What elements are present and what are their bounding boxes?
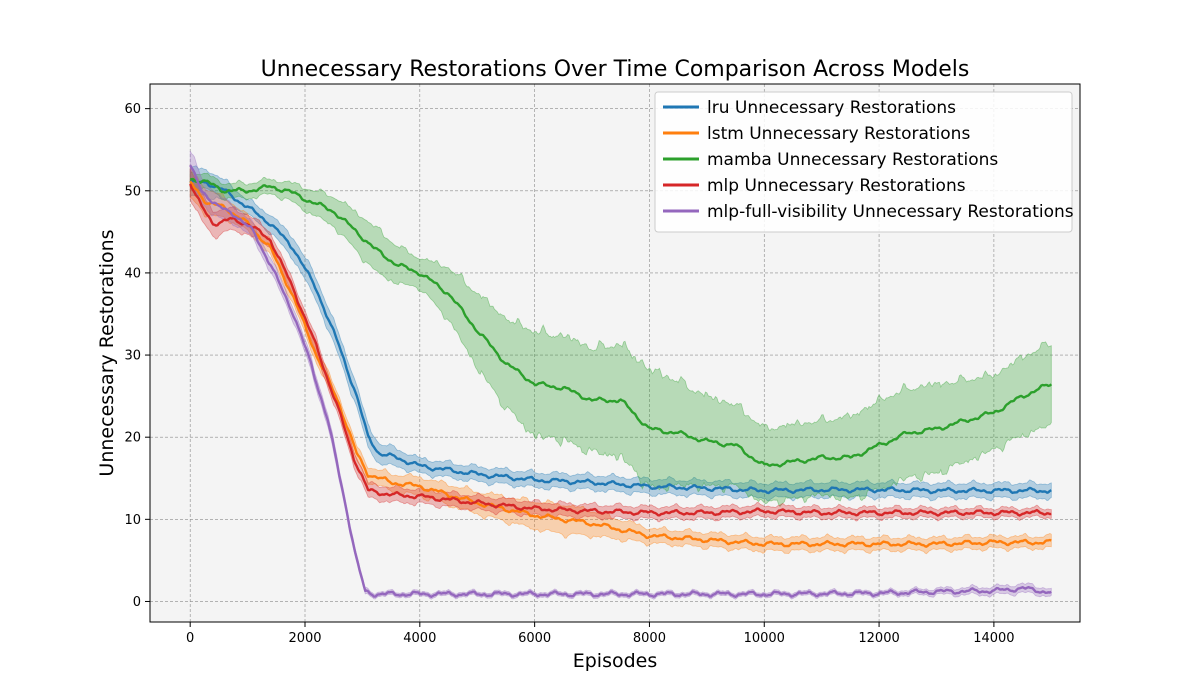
chart-title: Unnecessary Restorations Over Time Compa… (261, 57, 970, 82)
legend-box (654, 91, 1073, 233)
series-band (189, 171, 1052, 508)
y-tick-label: 40 (124, 266, 141, 281)
x-tick-label: 14000 (973, 631, 1014, 646)
y-axis-label: Unnecessary Restorations (96, 229, 118, 476)
legend-label: mlp-full-visibility Unnecessary Restorat… (707, 202, 1074, 222)
series-band (189, 150, 1052, 600)
series-lines (189, 164, 1053, 598)
x-tick-label: 12000 (858, 631, 899, 646)
x-axis-label: Episodes (573, 650, 658, 672)
x-axis-ticks: 0 2000 4000 6000 8000 10000 12000 14000 (186, 622, 1015, 646)
plot-frame (149, 83, 1081, 623)
legend: lru Unnecessary Restorations lstm Unneces… (654, 91, 1074, 233)
x-tick-label: 10000 (744, 631, 785, 646)
legend-label: mlp Unnecessary Restorations (707, 176, 966, 196)
x-tick-label: 8000 (633, 631, 666, 646)
series-band (189, 165, 1052, 502)
confidence-bands (189, 150, 1052, 600)
y-tick-label: 60 (124, 102, 141, 117)
series-line (189, 180, 1052, 548)
x-tick-label: 4000 (403, 631, 436, 646)
legend-label: lru Unnecessary Restorations (707, 98, 956, 118)
series-line (189, 164, 1052, 598)
y-tick-label: 10 (124, 513, 141, 528)
series-line (190, 177, 1053, 468)
series-line (189, 179, 1052, 495)
y-tick-label: 50 (124, 184, 141, 199)
y-axis-ticks: 0 10 20 30 40 50 60 (124, 102, 150, 610)
legend-label: lstm Unnecessary Restorations (707, 124, 970, 144)
series-band (189, 168, 1052, 523)
x-tick-label: 2000 (288, 631, 321, 646)
y-tick-label: 30 (124, 349, 141, 364)
x-tick-label: 6000 (518, 631, 551, 646)
series-band (189, 164, 1052, 555)
y-tick-label: 0 (133, 595, 141, 610)
series-line (189, 183, 1052, 517)
legend-label: mamba Unnecessary Restorations (707, 150, 998, 170)
x-tick-label: 0 (186, 631, 194, 646)
y-tick-label: 20 (124, 431, 141, 446)
